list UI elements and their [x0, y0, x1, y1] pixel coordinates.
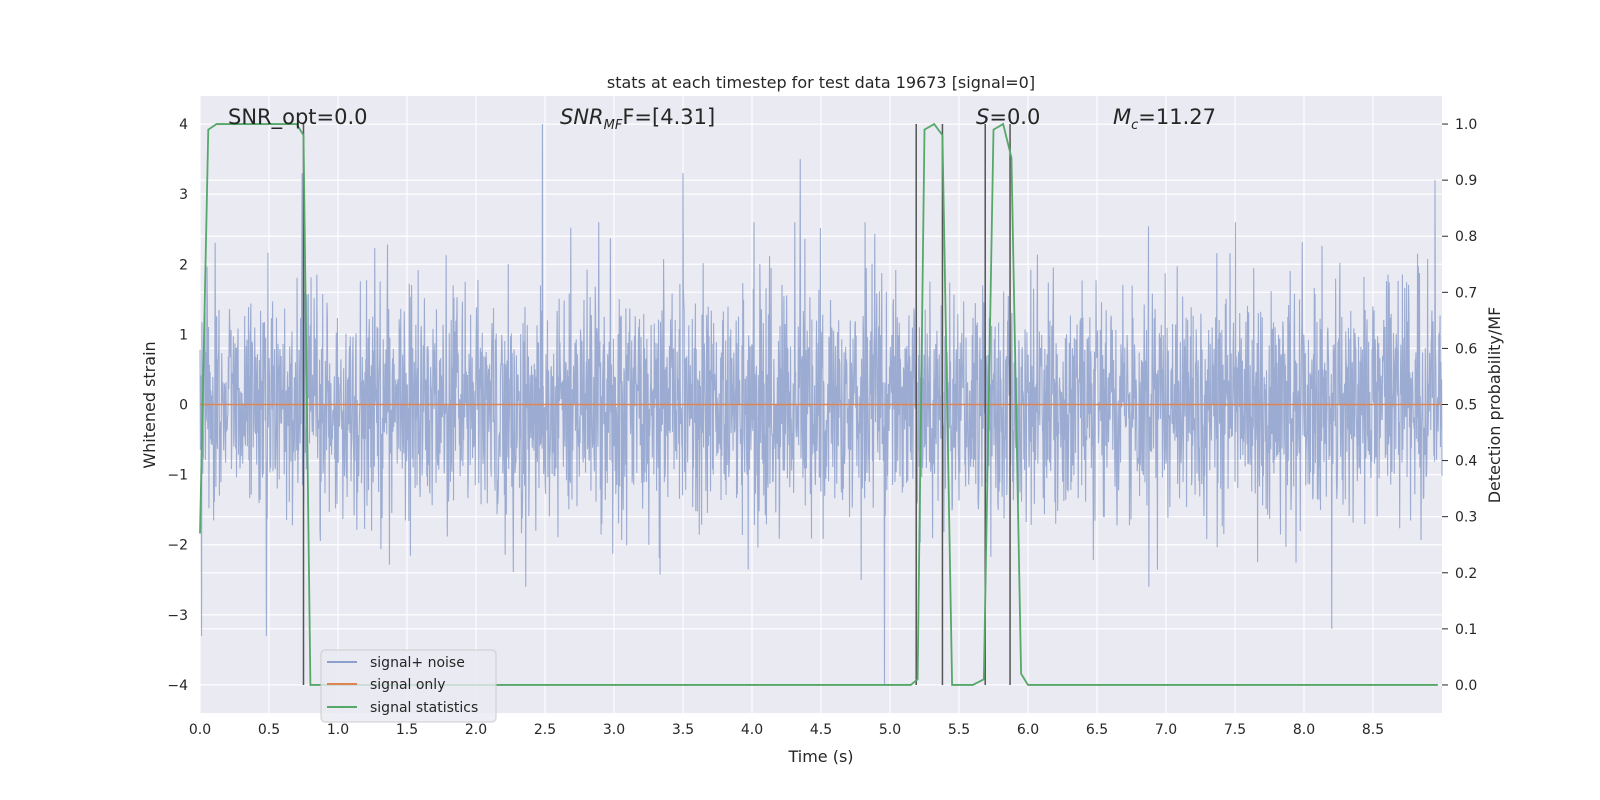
legend-label-signal-statistics: signal statistics — [370, 700, 478, 716]
y2-tick-label: 0.6 — [1455, 341, 1477, 357]
y2-tick-label: 0.3 — [1455, 510, 1477, 526]
y-tick-label: 0 — [179, 398, 188, 414]
x-axis-label: Time (s) — [787, 747, 853, 766]
y2-tick-label: 0.5 — [1455, 398, 1477, 414]
x-tick-label: 1.5 — [396, 722, 418, 738]
x-tick-label: 6.5 — [1086, 722, 1108, 738]
x-tick-label: 5.5 — [948, 722, 970, 738]
x-tick-label: 1.0 — [327, 722, 349, 738]
annotation-mc-rest: =11.27 — [1138, 105, 1216, 129]
x-tick-label: 8.5 — [1362, 722, 1384, 738]
annotation-mc-sub: c — [1131, 118, 1138, 133]
noise-series — [199, 124, 1443, 685]
y-tick-label: −2 — [167, 538, 188, 554]
y2-tick-label: 0.9 — [1455, 173, 1477, 189]
legend-box — [320, 649, 497, 723]
y2-axis-ticks: 0.0 0.1 0.2 0.3 0.4 0.5 0.6 0.7 0.8 0.9 1.0 — [1442, 117, 1477, 694]
x-tick-label: 4.5 — [810, 722, 832, 738]
legend-label-signal-only: signal only — [370, 677, 445, 693]
y2-tick-label: 0.0 — [1455, 678, 1477, 694]
annotation-mc-main: M — [1113, 105, 1131, 129]
signal-statistics-series — [199, 122, 1438, 686]
annotation-mc: Mc=11.27 — [1113, 105, 1216, 133]
series-line-signal-noise — [199, 124, 1443, 685]
y-axis-ticks: −4 −3 −2 −1 0 1 2 3 4 — [167, 117, 188, 694]
legend-label-signal-noise: signal+ noise — [370, 655, 465, 671]
y-tick-label: −1 — [167, 468, 188, 484]
x-tick-label: 3.5 — [672, 722, 694, 738]
x-tick-label: 7.0 — [1155, 722, 1177, 738]
x-tick-label: 0.5 — [258, 722, 280, 738]
annotation-s-main: S — [976, 105, 989, 129]
annotation-snr-mf-main: SNR — [560, 105, 604, 129]
y-tick-label: 4 — [179, 117, 188, 133]
x-tick-label: 2.5 — [534, 722, 556, 738]
annotation-snr-opt: SNR_opt=0.0 — [228, 105, 368, 130]
annotation-snr-mf-sub: MF — [604, 118, 623, 133]
y-tick-label: 2 — [179, 257, 188, 273]
x-tick-label: 4.0 — [741, 722, 763, 738]
y-tick-label: 1 — [179, 327, 188, 343]
x-axis-ticks: 0.0 0.5 1.0 1.5 2.0 2.5 3.0 3.5 4.0 4.5 5.0 5.5 6.0 6… — [189, 722, 1384, 738]
x-tick-label: 0.0 — [189, 722, 211, 738]
y2-tick-label: 0.7 — [1455, 285, 1477, 301]
y2-tick-label: 0.2 — [1455, 566, 1477, 582]
x-tick-label: 3.0 — [603, 722, 625, 738]
annotation-s: S=0.0 — [976, 105, 1040, 129]
x-tick-label: 2.0 — [465, 722, 487, 738]
series-line-signal-statistics — [199, 122, 1438, 686]
y2-tick-label: 0.1 — [1455, 622, 1477, 638]
y2-tick-label: 1.0 — [1455, 117, 1477, 133]
annotation-s-rest: =0.0 — [989, 105, 1040, 129]
x-tick-label: 7.5 — [1224, 722, 1246, 738]
y2-tick-label: 0.8 — [1455, 229, 1477, 245]
y-tick-label: 3 — [179, 187, 188, 203]
y-axis-label: Whitened strain — [140, 341, 159, 468]
y2-axis-label: Detection probability/MF — [1485, 307, 1504, 504]
vertical-markers — [302, 124, 1011, 685]
legend: signal+ noise signal only signal statist… — [320, 649, 497, 723]
y-tick-label: −3 — [167, 608, 188, 624]
annotation-snr-mf-rest: F=[4.31] — [622, 105, 715, 129]
y-tick-label: −4 — [167, 678, 188, 694]
chart-title: stats at each timestep for test data 196… — [607, 73, 1035, 92]
y2-tick-label: 0.4 — [1455, 454, 1477, 470]
x-tick-label: 6.0 — [1017, 722, 1039, 738]
annotation-snr-mf: SNRMFF=[4.31] — [560, 105, 715, 133]
x-tick-label: 5.0 — [879, 722, 901, 738]
x-tick-label: 8.0 — [1293, 722, 1315, 738]
